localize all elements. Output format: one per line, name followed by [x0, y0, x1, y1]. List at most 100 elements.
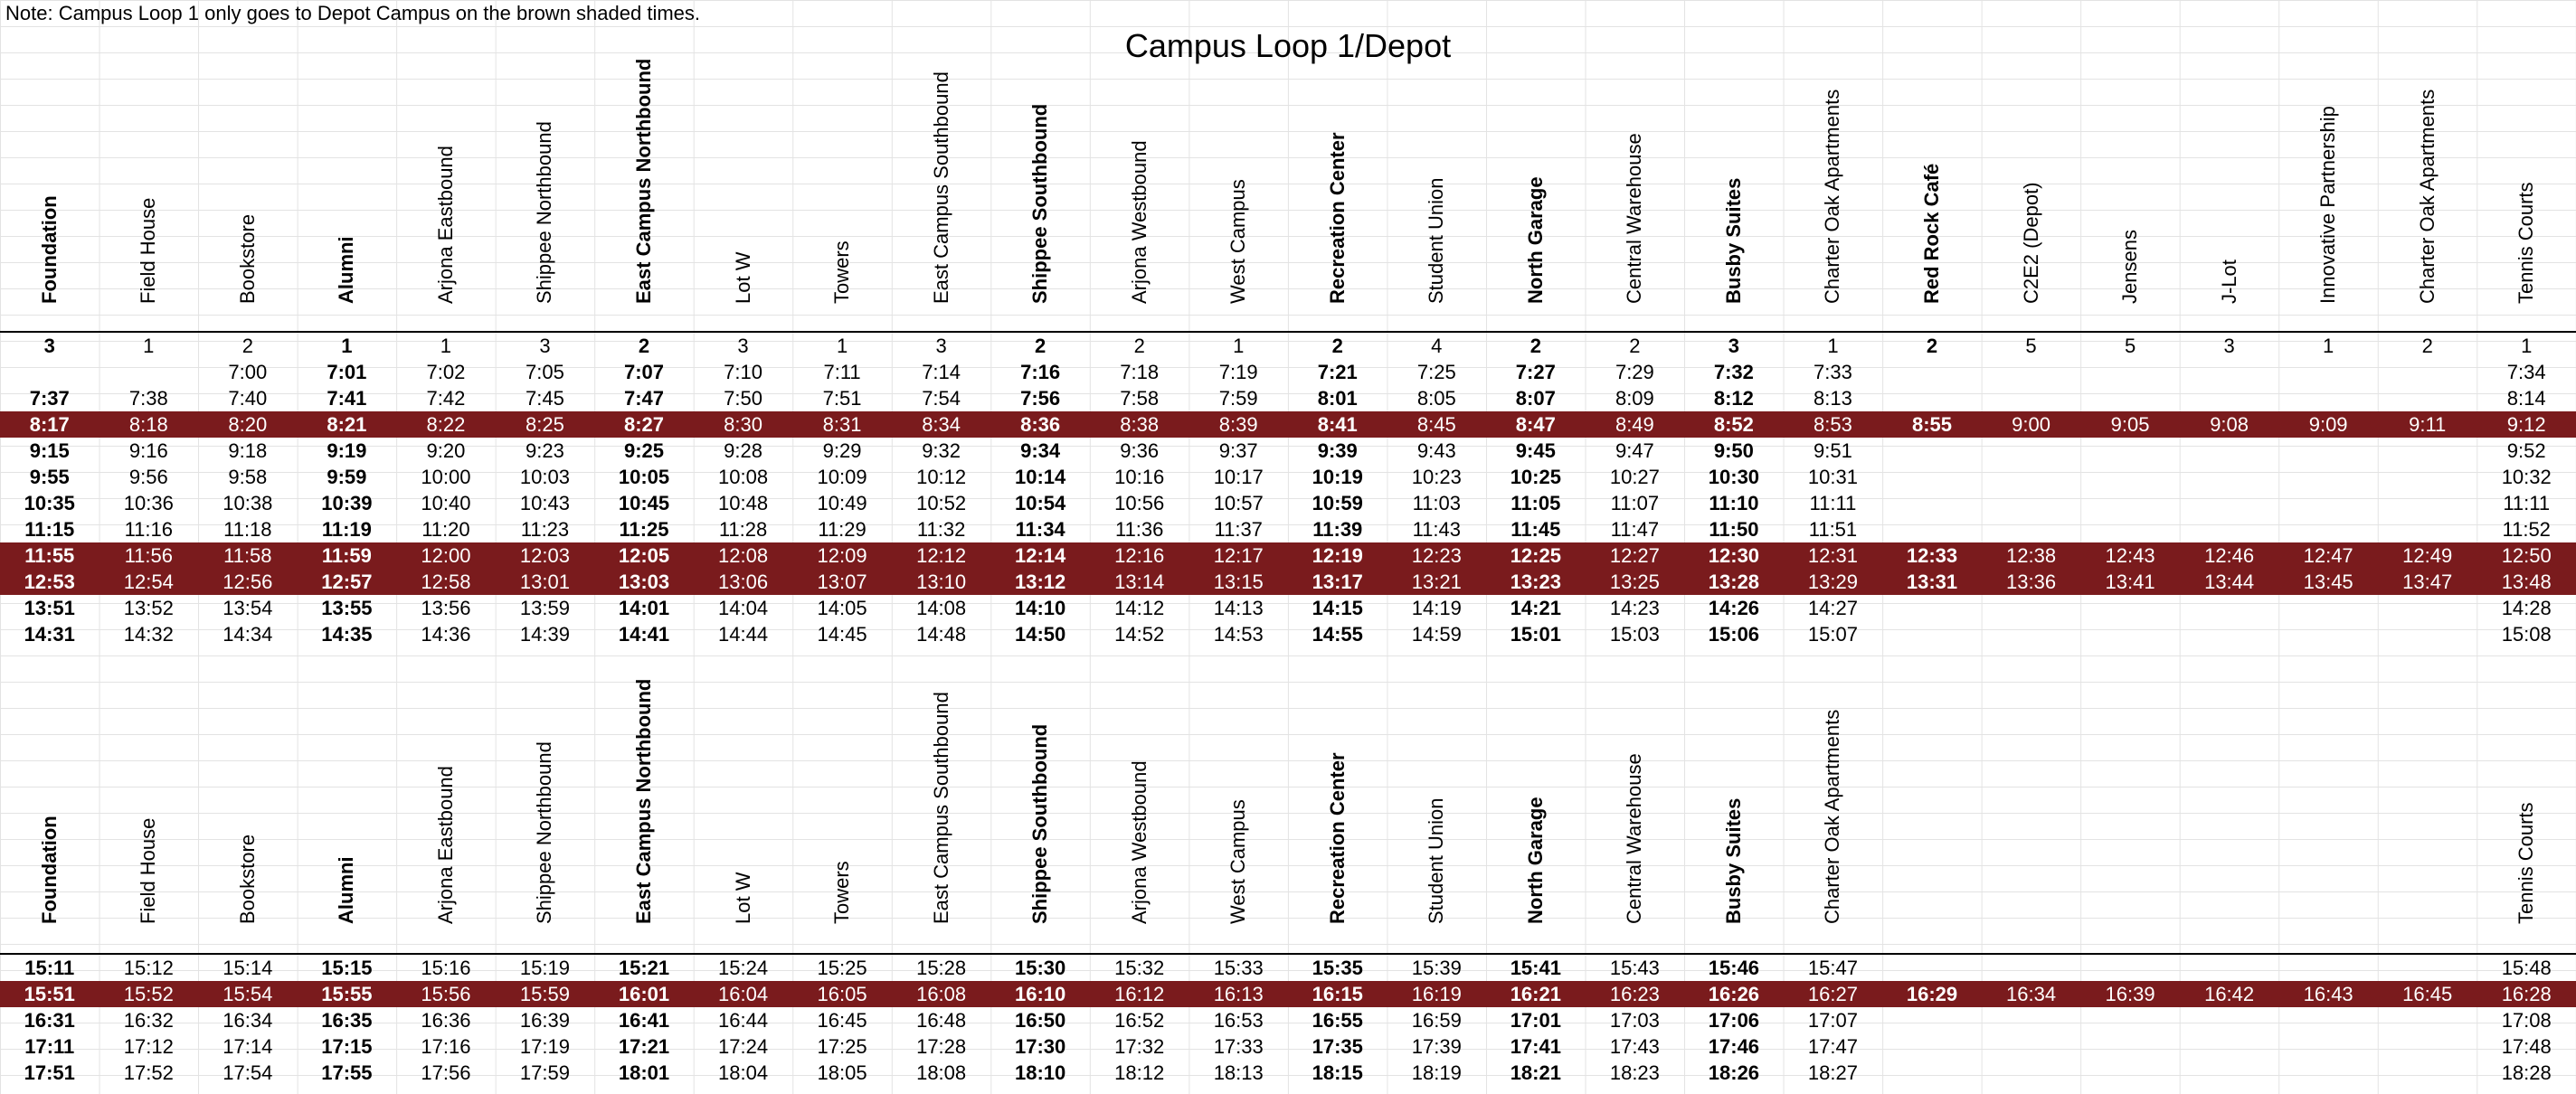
stop-name: Shippee Southbound — [1028, 723, 1052, 924]
time-cell: 11:07 — [1610, 492, 1660, 514]
time-cell: 7:32 — [1713, 361, 1754, 383]
time-cell: 18:05 — [817, 1061, 867, 1084]
time-cell: 11:20 — [421, 518, 470, 541]
time-cell: 9:32 — [922, 439, 961, 462]
time-cell: 16:39 — [2105, 983, 2155, 1005]
stop-number: 2 — [242, 335, 253, 357]
time-cell: 9:25 — [623, 439, 664, 462]
time-cell: 17:12 — [123, 1035, 174, 1058]
trip-row: 11:15 11:16 11:18 11:19 11:20 11:23 11:25 11:28… — [0, 516, 2576, 542]
time-cell: 11:11 — [1809, 492, 1857, 514]
stop-header-bottom: Foundation Field House Bookstore Alumni Arjo… — [0, 679, 2576, 953]
stop-number: 2 — [1133, 335, 1145, 357]
time-cell: 10:12 — [916, 466, 967, 488]
time-cell: 10:30 — [1708, 466, 1760, 488]
stop-name: West Campus — [1226, 179, 1250, 304]
stop-name: Central Warehouse — [1623, 753, 1646, 924]
stop-name: Arjona Eastbound — [433, 766, 457, 924]
trip-row: 14:31 14:32 14:34 14:35 14:36 14:39 14:41 14:44… — [0, 621, 2576, 647]
time-cell: 10:45 — [618, 492, 670, 514]
time-cell: 9:28 — [724, 439, 762, 462]
time-cell: 16:43 — [2303, 983, 2353, 1005]
stop-header: Central Warehouse — [1586, 687, 1685, 953]
time-cell: 12:25 — [1510, 544, 1561, 567]
time-cell: 16:42 — [2204, 983, 2255, 1005]
time-cell: 14:52 — [1114, 623, 1165, 646]
time-cell: 7:51 — [822, 387, 862, 410]
time-cell: 18:28 — [2501, 1061, 2552, 1084]
time-cell: 7:40 — [228, 387, 268, 410]
time-cell: 7:42 — [426, 387, 466, 410]
time-cell: 16:01 — [618, 983, 670, 1005]
time-cell: 17:08 — [2501, 1009, 2552, 1032]
time-cell: 13:47 — [2402, 571, 2453, 593]
time-cell: 10:27 — [1609, 466, 1660, 488]
time-cell: 9:37 — [1218, 439, 1258, 462]
time-cell: 10:43 — [519, 492, 570, 514]
time-cell: 8:22 — [426, 413, 466, 436]
time-cell: 12:09 — [817, 544, 867, 567]
time-cell: 7:59 — [1218, 387, 1258, 410]
stop-name: Field House — [137, 197, 160, 304]
time-cell: 17:14 — [223, 1035, 273, 1058]
trip-row: 15:11 15:12 15:14 15:15 15:16 15:19 15:21 15:24… — [0, 955, 2576, 981]
stop-header: Lot W — [694, 65, 793, 333]
stop-name: West Campus — [1226, 799, 1250, 924]
time-cell: 8:01 — [1317, 387, 1358, 410]
time-cell: 12:46 — [2204, 544, 2255, 567]
time-cell: 10:14 — [1015, 466, 1066, 488]
stop-name: Bookstore — [235, 834, 259, 924]
stop-name: Shippee Northbound — [533, 121, 556, 304]
time-cell: 18:19 — [1411, 1061, 1462, 1084]
stop-name: Jensens — [2118, 230, 2142, 304]
time-cell: 16:21 — [1510, 983, 1561, 1005]
stop-header: C2E2 (Depot) — [1982, 65, 2081, 333]
time-cell: 10:35 — [24, 492, 75, 514]
time-cell: 18:23 — [1609, 1061, 1660, 1084]
time-cell: 11:03 — [1412, 492, 1461, 514]
time-cell: 11:55 — [24, 544, 75, 567]
time-cell: 11:56 — [124, 544, 173, 567]
time-cell: 14:45 — [817, 623, 867, 646]
time-cell: 12:05 — [618, 544, 670, 567]
time-cell: 15:24 — [718, 957, 769, 979]
time-cell: 16:45 — [817, 1009, 867, 1032]
time-cell: 17:28 — [916, 1035, 967, 1058]
time-cell: 13:10 — [916, 571, 967, 593]
stop-header: Bookstore — [198, 65, 298, 333]
stop-header: West Campus — [1189, 687, 1288, 953]
time-cell: 18:27 — [1807, 1061, 1858, 1084]
time-cell: 8:25 — [526, 413, 564, 436]
stop-header: Student Union — [1387, 65, 1487, 333]
time-cell: 14:26 — [1708, 597, 1760, 619]
stop-name: Shippee Northbound — [533, 741, 556, 924]
time-cell: 17:54 — [223, 1061, 273, 1084]
stop-name: C2E2 (Depot) — [2019, 182, 2042, 304]
time-cell: 16:52 — [1114, 1009, 1165, 1032]
stop-header: Alumni — [298, 687, 397, 953]
time-cell: 14:36 — [421, 623, 471, 646]
time-cell: 8:41 — [1317, 413, 1358, 436]
schedule-title: Campus Loop 1/Depot — [1124, 27, 1452, 64]
time-cell: 14:23 — [1609, 597, 1660, 619]
time-cell: 8:14 — [2506, 387, 2546, 410]
time-cell: 8:47 — [1515, 413, 1556, 436]
time-cell: 13:29 — [1807, 571, 1858, 593]
time-cell: 7:16 — [1020, 361, 1061, 383]
time-cell: 16:23 — [1609, 983, 1660, 1005]
depot-trip-row: 8:17 8:18 8:20 8:21 8:22 8:25 8:27 8:30 8:31 8:34… — [0, 411, 2576, 438]
time-cell: 16:04 — [718, 983, 769, 1005]
time-cell: 15:33 — [1213, 957, 1264, 979]
time-cell: 9:12 — [2506, 413, 2546, 436]
stop-number: 3 — [539, 335, 551, 357]
stop-name: Towers — [830, 861, 854, 924]
stop-name: Recreation Center — [1325, 752, 1349, 924]
time-cell: 18:10 — [1015, 1061, 1066, 1084]
stop-header: Shippee Southbound — [990, 65, 1090, 333]
stop-number: 2 — [1331, 335, 1343, 357]
time-cell: 14:01 — [618, 597, 670, 619]
stop-name: East Campus Southbound — [929, 71, 952, 304]
time-cell: 15:21 — [618, 957, 670, 979]
time-cell: 13:48 — [2501, 571, 2552, 593]
time-cell: 8:12 — [1713, 387, 1754, 410]
